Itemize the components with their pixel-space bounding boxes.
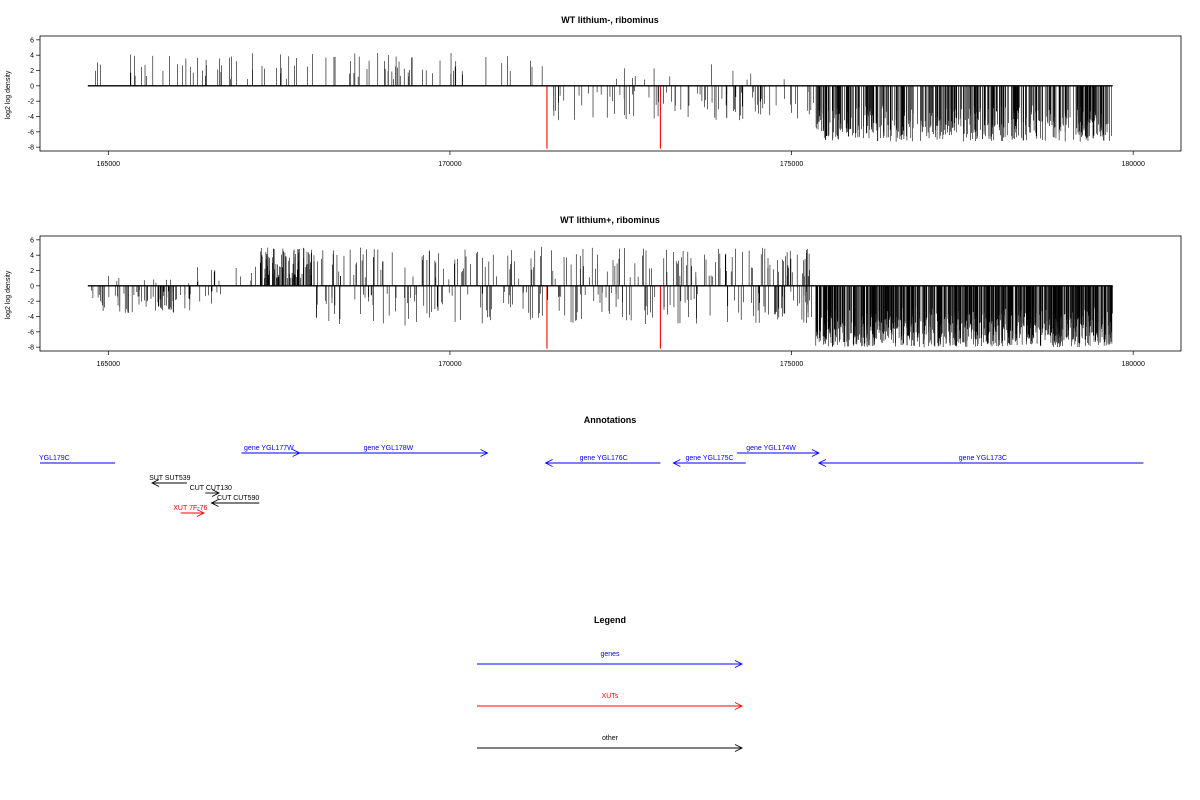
x-tick: 175000 xyxy=(780,151,803,168)
y-tick-label: -8 xyxy=(28,145,34,152)
y-tick-label: 2 xyxy=(30,68,34,75)
legend-label: genes xyxy=(600,651,620,658)
legend-label: other xyxy=(602,735,619,742)
feature-label: CUT CUT130 xyxy=(190,485,232,492)
y-tick: -2 xyxy=(28,99,40,106)
x-axis-ticks: 165000 170000 175000 180000 xyxy=(97,351,1145,368)
y-tick: -8 xyxy=(28,145,40,152)
y-tick: 0 xyxy=(30,283,40,290)
y-axis-ticks: 6 4 2 0 -2 -4 -6 -8 xyxy=(28,37,40,152)
annotations-title: Annotations xyxy=(584,415,637,425)
y-tick-label: 4 xyxy=(30,253,34,260)
y-tick: 0 xyxy=(30,83,40,90)
feature-ygl179c: YGL179C xyxy=(39,455,116,464)
track-panel-lithium-minus: WT lithium-, ribominus log2 log density … xyxy=(5,15,1182,168)
y-tick: 4 xyxy=(30,53,40,60)
x-tick: 175000 xyxy=(780,351,803,368)
x-tick: 170000 xyxy=(438,351,462,368)
y-tick: -8 xyxy=(28,345,40,352)
plot-frame xyxy=(39,235,1182,352)
y-tick: -6 xyxy=(28,129,40,136)
plot-frame xyxy=(39,35,1182,152)
y-tick: -4 xyxy=(28,314,40,321)
y-tick: 2 xyxy=(30,68,40,75)
feature-label: gene YGL178W xyxy=(364,445,414,452)
legend-item-other: other xyxy=(477,735,744,752)
feature-gene-ygl176c: gene YGL176C xyxy=(544,455,661,467)
y-tick-label: -6 xyxy=(28,129,34,136)
feature-label: CUT CUT590 xyxy=(217,495,259,502)
y-tick: 2 xyxy=(30,268,40,275)
legend: Legend genes XUTs other xyxy=(477,615,744,752)
x-tick-label: 175000 xyxy=(780,361,803,368)
legend-item-genes: genes xyxy=(477,651,744,668)
annotations-track: Annotations YGL179C gene YGL177W gene YGL1… xyxy=(39,415,1144,517)
y-tick: -2 xyxy=(28,299,40,306)
y-tick-label: -8 xyxy=(28,345,34,352)
feature-gene-ygl173c: gene YGL173C xyxy=(817,455,1144,467)
legend-item-xuts: XUTs xyxy=(477,693,744,710)
panel-title: WT lithium-, ribominus xyxy=(561,15,659,25)
y-tick: -6 xyxy=(28,329,40,336)
panel-title: WT lithium+, ribominus xyxy=(560,215,660,225)
x-tick-label: 180000 xyxy=(1121,161,1144,168)
x-tick-label: 170000 xyxy=(438,161,461,168)
track-panel-lithium-plus: WT lithium+, ribominus log2 log density … xyxy=(5,215,1182,368)
legend-items: genes XUTs other xyxy=(477,651,744,752)
x-tick: 180000 xyxy=(1121,351,1145,368)
y-tick-label: -4 xyxy=(28,114,34,121)
feature-cut-cut590: CUT CUT590 xyxy=(210,495,259,507)
y-tick-label: 6 xyxy=(30,237,34,244)
y-tick-label: 6 xyxy=(30,37,34,44)
feature-gene-ygl177w: gene YGL177W xyxy=(241,445,301,457)
feature-xut-7f-76: XUT 7F-76 xyxy=(173,505,207,517)
x-tick-label: 170000 xyxy=(438,361,461,368)
bar-layer xyxy=(87,52,1113,149)
y-tick-label: -6 xyxy=(28,329,34,336)
bar-layer xyxy=(87,246,1113,349)
feature-label: gene YGL176C xyxy=(580,455,628,462)
y-tick: -4 xyxy=(28,114,40,121)
x-tick: 165000 xyxy=(97,351,120,368)
feature-label: XUT 7F-76 xyxy=(173,505,207,512)
legend-title: Legend xyxy=(594,615,626,625)
x-tick: 180000 xyxy=(1121,151,1145,168)
y-axis-ticks: 6 4 2 0 -2 -4 -6 -8 xyxy=(28,237,40,352)
legend-label: XUTs xyxy=(602,693,619,700)
x-tick-label: 175000 xyxy=(780,161,803,168)
y-tick-label: -2 xyxy=(28,99,34,106)
feature-gene-ygl174w: gene YGL174W xyxy=(736,445,820,457)
feature-layer: YGL179C gene YGL177W gene YGL178W gene YGL1… xyxy=(39,445,1144,517)
y-axis-label: log2 log density xyxy=(5,70,12,119)
y-tick: 6 xyxy=(30,37,40,44)
feature-label: gene YGL173C xyxy=(959,455,1007,462)
y-tick-label: 0 xyxy=(30,83,34,90)
y-tick-label: -4 xyxy=(28,314,34,321)
feature-gene-ygl175c: gene YGL175C xyxy=(672,455,746,467)
x-tick-label: 180000 xyxy=(1121,361,1144,368)
x-tick-label: 165000 xyxy=(97,361,120,368)
x-tick-label: 165000 xyxy=(97,161,120,168)
y-tick-label: 0 xyxy=(30,283,34,290)
feature-label: gene YGL177W xyxy=(244,445,294,452)
y-axis-label: log2 log density xyxy=(5,270,12,319)
x-axis-ticks: 165000 170000 175000 180000 xyxy=(97,151,1145,168)
feature-gene-ygl178w: gene YGL178W xyxy=(241,445,489,457)
y-tick: 6 xyxy=(30,237,40,244)
feature-label: YGL179C xyxy=(39,455,70,462)
y-tick-label: 2 xyxy=(30,268,34,275)
feature-sut-sut539: SUT SUT539 xyxy=(149,475,191,487)
feature-cut-cut130: CUT CUT130 xyxy=(190,485,232,497)
y-tick-label: -2 xyxy=(28,299,34,306)
y-tick: 4 xyxy=(30,253,40,260)
x-tick: 165000 xyxy=(97,151,120,168)
feature-label: gene YGL175C xyxy=(685,455,733,462)
x-tick: 170000 xyxy=(438,151,462,168)
y-tick-label: 4 xyxy=(30,53,34,60)
feature-label: SUT SUT539 xyxy=(149,475,191,482)
feature-label: gene YGL174W xyxy=(746,445,796,452)
